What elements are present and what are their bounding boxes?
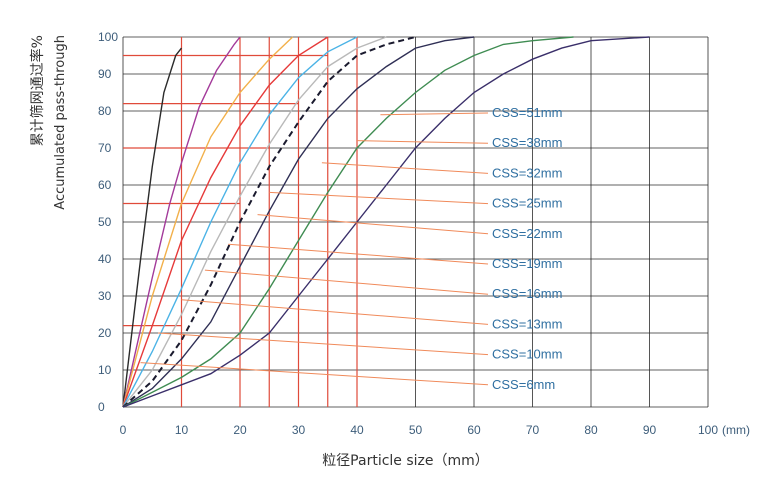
series-line bbox=[122, 36, 475, 408]
x-tick-label: 20 bbox=[233, 423, 247, 437]
y-tick-label: 90 bbox=[98, 67, 112, 81]
x-axis-title: 粒径Particle size（mm） bbox=[322, 453, 489, 469]
series-label: CSS=10mm bbox=[492, 347, 562, 362]
x-tick-label: 40 bbox=[350, 423, 364, 437]
series-line bbox=[122, 36, 574, 408]
y-axis-title-en: Accumulated pass-through bbox=[53, 35, 68, 210]
leader-line bbox=[204, 269, 489, 295]
y-axis-title: 累计筛网通过率% Accumulated pass-through bbox=[14, 30, 74, 240]
series-label: CSS=16mm bbox=[492, 286, 562, 301]
series-label: CSS=32mm bbox=[492, 165, 562, 180]
x-tick-label: 30 bbox=[292, 423, 306, 437]
series-line bbox=[122, 36, 329, 408]
x-tick-label: 90 bbox=[643, 423, 657, 437]
leader-line bbox=[380, 112, 489, 116]
x-tick-label: 80 bbox=[584, 423, 598, 437]
series-line bbox=[122, 36, 241, 408]
y-tick-label: 70 bbox=[98, 141, 112, 155]
leader-line bbox=[269, 191, 489, 205]
series-line bbox=[122, 36, 294, 408]
series-line bbox=[122, 47, 183, 408]
series-label: CSS=25mm bbox=[492, 196, 562, 211]
y-tick-label: 100 bbox=[98, 30, 118, 44]
series-label: CSS=38mm bbox=[492, 135, 562, 150]
y-tick-label: 20 bbox=[98, 326, 112, 340]
series-label: CSS=22mm bbox=[492, 226, 562, 241]
leader-line bbox=[321, 162, 489, 174]
x-tick-label: 10 bbox=[175, 423, 189, 437]
series-label: CSS=6mm bbox=[492, 377, 555, 392]
x-tick-label: 100 bbox=[698, 423, 718, 437]
leader-line bbox=[140, 362, 489, 386]
leader-line bbox=[158, 332, 489, 356]
x-tick-label: 60 bbox=[467, 423, 481, 437]
leader-line bbox=[257, 214, 489, 235]
series-label: CSS=51mm bbox=[492, 105, 562, 120]
x-unit-label: (mm) bbox=[722, 423, 750, 437]
x-tick-label: 70 bbox=[526, 423, 540, 437]
x-tick-label: 50 bbox=[409, 423, 423, 437]
y-tick-label: 10 bbox=[98, 363, 112, 377]
series-label: CSS=13mm bbox=[492, 316, 562, 331]
series-line bbox=[122, 36, 358, 408]
leader-line bbox=[228, 243, 489, 265]
y-tick-label: 60 bbox=[98, 178, 112, 192]
series-label: CSS=19mm bbox=[492, 256, 562, 271]
series-line bbox=[122, 36, 416, 408]
series-line bbox=[122, 36, 387, 408]
y-tick-label: 40 bbox=[98, 252, 112, 266]
y-tick-label: 0 bbox=[98, 400, 105, 414]
series-line bbox=[122, 36, 650, 408]
leader-line bbox=[181, 299, 489, 325]
y-axis-title-cn: 累计筛网通过率% bbox=[29, 35, 46, 146]
y-tick-label: 30 bbox=[98, 289, 112, 303]
leader-line bbox=[356, 140, 489, 144]
y-axis-title-svg: 累计筛网通过率% Accumulated pass-through bbox=[29, 35, 68, 210]
y-tick-label: 50 bbox=[98, 215, 112, 229]
y-tick-label: 80 bbox=[98, 104, 112, 118]
x-tick-label: 0 bbox=[120, 423, 127, 437]
